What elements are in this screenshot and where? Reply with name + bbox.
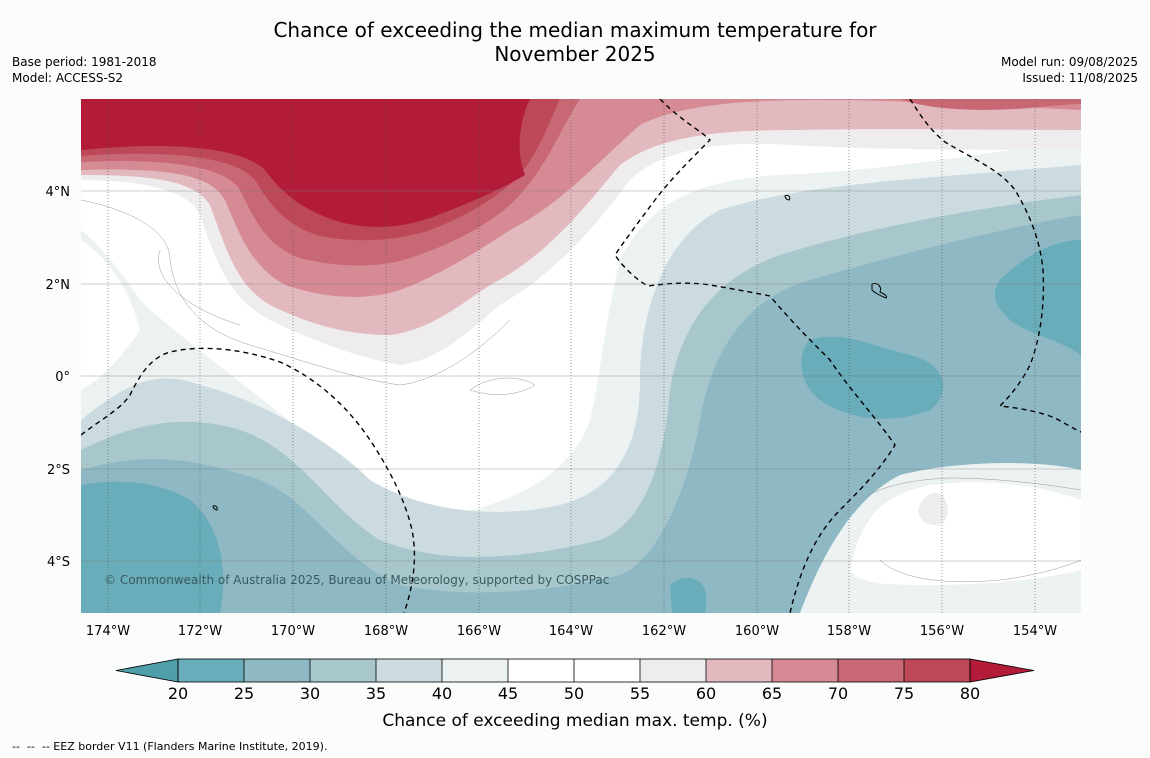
lon-label-160w: 160°W: [735, 624, 779, 639]
colorbar-tick-label: 80: [960, 684, 980, 703]
colorbar-tick-label: 20: [168, 684, 188, 703]
colorbar-bin: [640, 659, 706, 682]
eez-border: [81, 347, 416, 613]
contour-fill-below-20-far-east: [994, 240, 1081, 355]
colorbar-over-arrow: [969, 658, 1035, 683]
lat-label-2n: 2°N: [46, 278, 71, 293]
title-line-1: Chance of exceeding the median maximum t…: [273, 18, 877, 42]
colorbar-outline: [177, 658, 971, 683]
colorbar-tick-label: 60: [696, 684, 716, 703]
eez-border: [909, 99, 1081, 433]
contour-fill-above-80: [81, 99, 530, 227]
lat-label-4s: 4°S: [47, 555, 70, 570]
contour-fill-20-25: [81, 215, 1081, 613]
lon-label-164w: 164°W: [549, 624, 593, 639]
colorbar-bin: [772, 659, 838, 682]
lon-label-174w: 174°W: [86, 624, 130, 639]
island-outline: [784, 195, 791, 201]
colorbar-bin: [310, 659, 376, 682]
eez-border: [614, 99, 896, 613]
colorbar-tick-label: 35: [366, 684, 386, 703]
lat-label-0: 0°: [55, 370, 70, 385]
eez-borders: [81, 99, 1081, 613]
colorbar-ticks: 20 25 30 35 40 45 50 55 60 65 70 75 80: [168, 684, 980, 703]
lon-label-168w: 168°W: [364, 624, 408, 639]
issued-text: Issued: 11/08/2025: [1022, 71, 1138, 85]
lon-label-170w: 170°W: [271, 624, 315, 639]
metadata-left: Base period: 1981-2018 Model: ACCESS-S2: [12, 54, 157, 86]
colorbar-tick-label: 75: [894, 684, 914, 703]
colorbar-tick-label: 25: [234, 684, 254, 703]
colorbar-under-arrow: [115, 658, 179, 683]
colorbar-bin: [244, 659, 310, 682]
contour-fill-warm-southeast-50: [850, 482, 1081, 585]
lon-label-158w: 158°W: [827, 624, 871, 639]
latitude-gridlines: [81, 190, 1081, 562]
eez-source-footnote: -- -- -- EEZ border V11 (Flanders Marine…: [12, 740, 328, 753]
colorbar-tick-label: 40: [432, 684, 452, 703]
colorbar-tick-label: 70: [828, 684, 848, 703]
contour-fill-below-20-west: [81, 481, 224, 613]
map-area: © Commonwealth of Australia 2025, Bureau…: [81, 99, 1081, 613]
contour-fill-70-75-northeast: [900, 99, 1081, 110]
lat-label-2s: 2°S: [47, 463, 70, 478]
lon-label-162w: 162°W: [642, 624, 686, 639]
contour-fill-below-20-south: [670, 578, 707, 613]
lon-label-156w: 156°W: [920, 624, 964, 639]
longitude-labels: 174°W 172°W 170°W 168°W 166°W 164°W 162°…: [86, 624, 1057, 639]
colorbar-tick-label: 65: [762, 684, 782, 703]
colorbar-bin: [376, 659, 442, 682]
colorbar-bin: [904, 659, 970, 682]
island-outline: [871, 283, 887, 299]
colorbar-tick-label: 45: [498, 684, 518, 703]
colorbar-bin: [838, 659, 904, 682]
island-outlines: [212, 195, 887, 511]
colorbar-bin: [442, 659, 508, 682]
metadata-right: Model run: 09/08/2025 Issued: 11/08/2025: [1001, 54, 1138, 86]
colorbar-bin: [706, 659, 772, 682]
lat-label-4n: 4°N: [46, 185, 71, 200]
map-title: Chance of exceeding the median maximum t…: [0, 18, 1150, 66]
colorbar-tick-label: 55: [630, 684, 650, 703]
colorbar-tick-label: 50: [564, 684, 584, 703]
colorbar-bin: [508, 659, 574, 682]
latitude-labels: 4°N 2°N 0° 2°S 4°S: [46, 185, 71, 570]
contour-fill-below-20-east: [801, 336, 944, 419]
contour-fill-warm-southeast-55: [918, 493, 948, 526]
colorbar-bin: [574, 659, 640, 682]
lon-label-172w: 172°W: [178, 624, 222, 639]
island-outline: [212, 505, 218, 511]
colorbar-tick-label: 30: [300, 684, 320, 703]
lon-label-166w: 166°W: [457, 624, 501, 639]
colorbar-title: Chance of exceeding median max. temp. (%…: [382, 711, 767, 731]
colorbar: 20 25 30 35 40 45 50 55 60 65 70 75 80 C…: [115, 658, 1035, 731]
colorbar-bin: [178, 659, 244, 682]
base-period-text: Base period: 1981-2018: [12, 55, 157, 69]
model-text: Model: ACCESS-S2: [12, 71, 124, 85]
model-run-text: Model run: 09/08/2025: [1000, 55, 1138, 69]
title-line-2: November 2025: [494, 42, 656, 66]
lon-label-154w: 154°W: [1013, 624, 1057, 639]
copyright-notice: © Commonwealth of Australia 2025, Bureau…: [104, 573, 609, 587]
